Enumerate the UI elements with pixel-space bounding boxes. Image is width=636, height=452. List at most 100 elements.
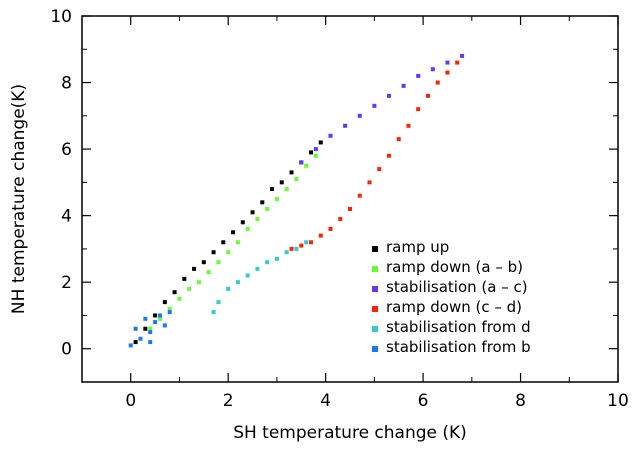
data-point — [313, 153, 318, 158]
data-point — [284, 187, 289, 192]
axes-layer: 0 2 4 6 8 10 0 2 4 6 8 10 — [50, 7, 628, 411]
data-point — [279, 180, 284, 185]
data-point — [299, 243, 304, 248]
x-axis-title: SH temperature change (K) — [233, 423, 467, 443]
legend-label: stabilisation (a – c) — [386, 278, 528, 296]
data-point — [304, 163, 309, 168]
legend-label: ramp down (c – d) — [386, 298, 522, 316]
legend-label: stabilisation from b — [386, 338, 531, 356]
data-point — [455, 60, 460, 65]
data-point — [328, 133, 333, 138]
data-point — [260, 200, 265, 205]
data-point — [177, 296, 182, 301]
legend-swatch — [372, 266, 378, 272]
data-point — [274, 256, 279, 261]
data-point — [328, 226, 333, 231]
legend-swatch — [372, 326, 378, 332]
data-point — [153, 320, 158, 325]
data-point — [226, 286, 231, 291]
y-tick-label: 6 — [61, 140, 72, 160]
legend-swatch — [372, 246, 378, 252]
legend-label: ramp up — [386, 238, 449, 256]
data-point — [309, 240, 314, 245]
data-point — [284, 250, 289, 255]
points-layer — [128, 53, 465, 348]
data-point — [318, 140, 323, 145]
x-tick-label: 4 — [320, 391, 331, 411]
data-point — [289, 170, 294, 175]
data-point — [445, 60, 450, 65]
series-group — [133, 140, 323, 345]
data-point — [133, 340, 138, 345]
data-point — [201, 260, 206, 265]
data-point — [138, 336, 143, 341]
data-point — [343, 123, 348, 128]
plot-frame — [81, 15, 619, 383]
series-group — [299, 53, 465, 165]
data-point — [148, 330, 153, 335]
data-point — [172, 290, 177, 295]
data-point — [377, 167, 382, 172]
data-point — [206, 270, 211, 275]
series-group — [289, 60, 460, 251]
y-tick-label: 0 — [61, 340, 72, 360]
data-point — [299, 160, 304, 165]
x-tick-label: 8 — [515, 391, 526, 411]
data-point — [425, 93, 430, 98]
data-point — [148, 326, 153, 331]
data-point — [386, 93, 391, 98]
y-tick-label: 2 — [61, 273, 72, 293]
data-point — [231, 230, 236, 235]
data-point — [265, 206, 270, 211]
series-group — [128, 310, 172, 348]
data-point — [157, 313, 162, 318]
data-point — [386, 153, 391, 158]
data-point — [309, 150, 314, 155]
data-point — [167, 306, 172, 311]
data-point — [196, 280, 201, 285]
data-point — [235, 240, 240, 245]
data-point — [406, 123, 411, 128]
legend-swatch — [372, 306, 378, 312]
data-point — [133, 326, 138, 331]
data-point — [157, 316, 162, 321]
y-tick-label: 8 — [61, 74, 72, 94]
data-point — [143, 316, 148, 321]
legend: ramp up ramp down (a – b) stabilisation (a… — [372, 238, 531, 356]
y-tick-label: 10 — [50, 7, 72, 27]
data-point — [416, 107, 421, 112]
data-point — [274, 197, 279, 201]
data-point — [357, 193, 362, 198]
x-tick-label: 0 — [125, 391, 136, 411]
legend-swatch — [372, 346, 378, 352]
data-point — [221, 240, 226, 245]
legend-label: ramp down (a – b) — [386, 258, 523, 276]
data-point — [416, 73, 421, 78]
data-point — [245, 273, 250, 278]
data-point — [460, 53, 465, 58]
data-point — [372, 103, 377, 108]
data-point — [162, 323, 167, 328]
data-point — [357, 113, 362, 118]
data-point — [187, 286, 192, 291]
data-point — [226, 250, 231, 255]
legend-swatch — [372, 286, 378, 292]
data-point — [245, 226, 250, 231]
data-point — [250, 210, 255, 215]
data-point — [265, 260, 270, 265]
data-point — [153, 313, 158, 318]
data-point — [304, 240, 309, 245]
x-tick-label: 2 — [223, 391, 234, 411]
data-point — [430, 67, 435, 72]
data-point — [318, 233, 323, 238]
x-tick-label: 10 — [607, 391, 629, 411]
data-point — [167, 310, 172, 315]
data-point — [313, 147, 318, 152]
data-point — [216, 260, 221, 265]
data-point — [445, 70, 450, 75]
data-point — [192, 266, 197, 271]
data-point — [396, 137, 401, 142]
data-point — [128, 343, 133, 348]
data-point — [255, 216, 260, 221]
